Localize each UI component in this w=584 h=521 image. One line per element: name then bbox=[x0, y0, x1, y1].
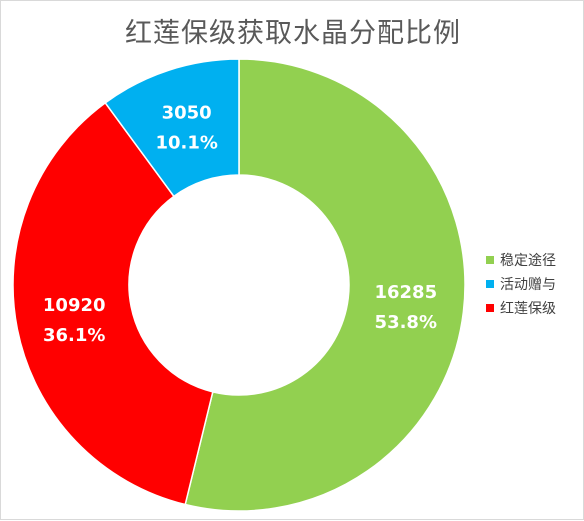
chart-legend: 稳定途径 活动赠与 红莲保级 bbox=[486, 248, 556, 320]
legend-swatch bbox=[486, 256, 494, 264]
legend-label: 红莲保级 bbox=[500, 301, 556, 317]
data-label-percent-hongrel: 36.1% bbox=[43, 325, 105, 346]
legend-swatch bbox=[486, 280, 494, 288]
legend-label: 活动赠与 bbox=[500, 277, 556, 293]
data-label-percent-stable: 53.8% bbox=[375, 312, 437, 333]
donut-slice-event bbox=[104, 58, 240, 198]
legend-item-stable: 稳定途径 bbox=[486, 248, 556, 272]
donut-slice-stable bbox=[184, 58, 466, 512]
data-label-value-hongrel: 10920 bbox=[43, 295, 106, 316]
legend-item-event: 活动赠与 bbox=[486, 272, 556, 296]
data-label-percent-event: 10.1% bbox=[155, 132, 217, 153]
data-label-value-event: 3050 bbox=[162, 102, 212, 123]
data-label-value-stable: 16285 bbox=[374, 282, 437, 303]
legend-item-hongrel: 红莲保级 bbox=[486, 296, 556, 320]
chart-title: 红莲保级获取水晶分配比例 bbox=[125, 18, 461, 49]
donut-slice-hongrel bbox=[12, 101, 214, 506]
legend-label: 稳定途径 bbox=[500, 253, 556, 269]
legend-swatch bbox=[486, 304, 494, 312]
